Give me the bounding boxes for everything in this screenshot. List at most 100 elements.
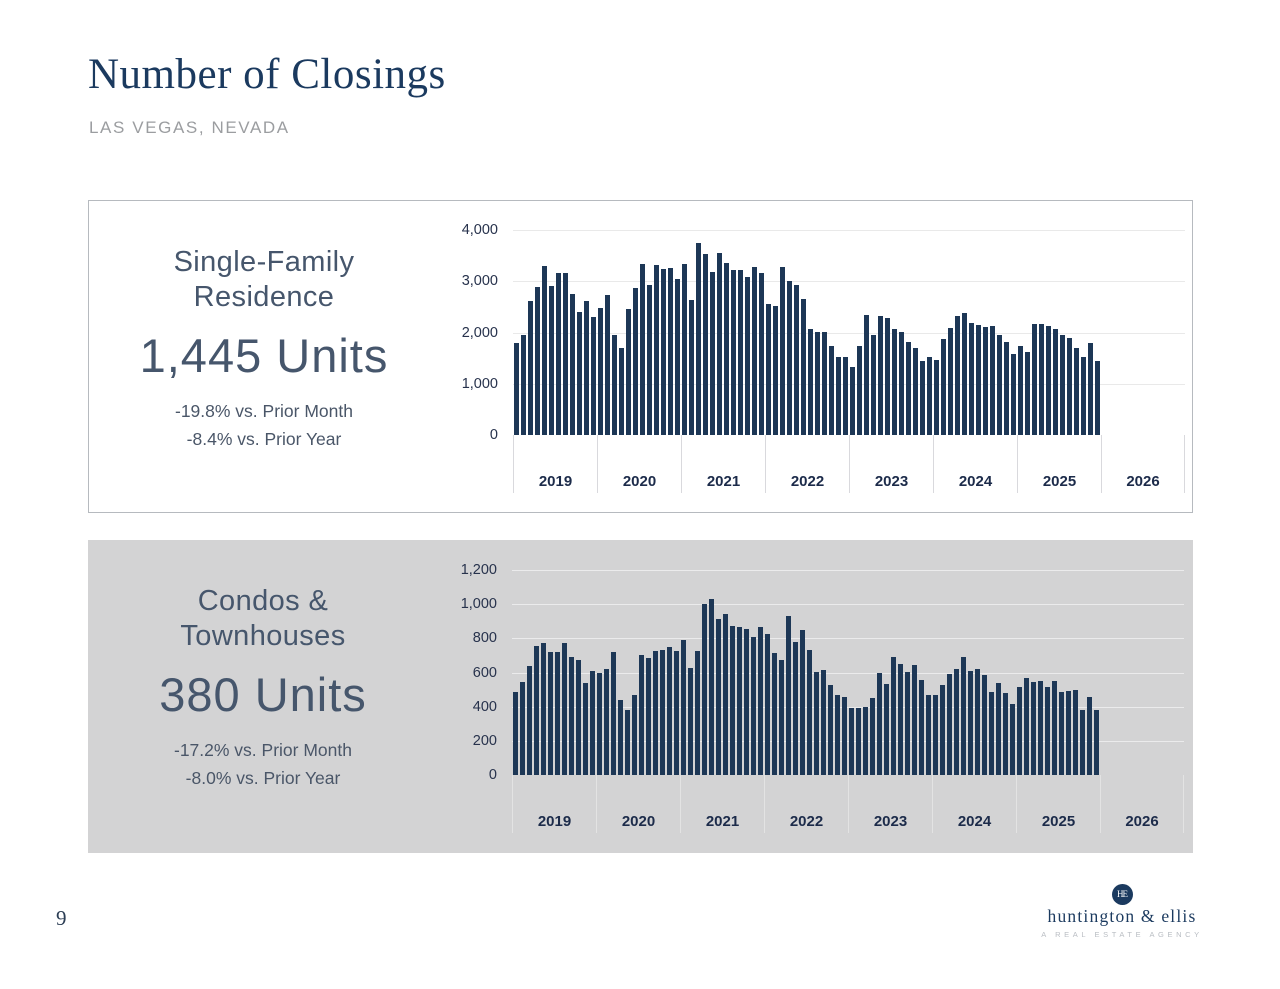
condos-townhouses-panel: Condos & Townhouses 380 Units -17.2% vs.… [88,540,1193,853]
bar [954,669,959,775]
x-year-label: 2024 [933,435,1017,493]
y-tick-label: 1,000 [460,596,497,613]
x-year-label: 2020 [596,775,680,833]
bar [639,655,644,775]
bar [920,361,925,435]
bar [941,339,946,435]
bar [514,343,519,435]
bar [836,357,841,435]
bar [871,335,876,435]
bar [948,328,953,435]
bar [703,254,708,435]
bar [1074,348,1079,435]
bar [1024,678,1029,775]
bar [555,652,560,775]
bar [864,315,869,435]
bar [1052,681,1057,775]
bar [899,332,904,435]
segment-title: Condos & Townhouses [98,584,428,654]
condos-townhouses-year-axis: 2019 2020 2021 2022 2023 2024 2025 2026 [512,775,1184,833]
bar [885,318,890,435]
bar [640,264,645,435]
bar [520,682,525,775]
bar [828,685,833,775]
bar [584,301,589,435]
bar [815,332,820,435]
bar [1046,326,1051,435]
bar [709,599,714,775]
bar [962,313,967,435]
units-value: 380 Units [159,668,367,721]
single-family-panel: Single-Family Residence 1,445 Units -19.… [88,200,1193,513]
bar [1017,687,1022,775]
bar [912,665,917,775]
bar [1010,704,1015,775]
bar [1053,329,1058,435]
bar [801,299,806,435]
bar [619,348,624,435]
bar [612,335,617,435]
bar [1011,354,1016,435]
y-tick-label: 0 [488,767,497,783]
bar [604,669,609,775]
gridline [513,281,1185,283]
vs-prior-year: -8.0% vs. Prior Year [185,767,341,788]
bar [989,692,994,775]
bar [877,673,882,775]
bar [759,273,764,435]
bar [884,684,889,775]
bar [758,627,763,775]
bar [668,268,673,435]
bar [632,695,637,775]
bar [597,673,602,775]
bar [1080,710,1085,775]
bar [870,698,875,775]
bar [1060,335,1065,435]
vs-prior-year: -8.4% vs. Prior Year [186,428,342,449]
bar [969,323,974,435]
bar [843,357,848,435]
bar [940,685,945,775]
bar [653,651,658,775]
logo-monogram-icon: HE [1111,884,1133,905]
bar [716,619,721,775]
y-tick-label: 4,000 [461,222,498,238]
bar [990,326,995,435]
logo-wordmark: huntington & ellis [1047,906,1197,926]
bar [513,692,518,775]
bar [556,273,561,435]
bar [647,285,652,435]
bar [955,316,960,435]
bar [576,660,581,775]
single-family-chart: 0 1,000 2,000 3,000 4,000 2019 2020 2021 2022 20… [462,222,1185,493]
bar [570,294,575,435]
x-year-label: 2022 [765,435,849,493]
bar [976,325,981,435]
bar [646,658,651,775]
bar [675,279,680,435]
bar [997,335,1002,435]
bar [633,288,638,435]
bar [1031,682,1036,775]
bar [913,348,918,435]
segment-title-line1: Single-Family [173,246,355,278]
bar [731,270,736,435]
bar [1081,357,1086,435]
y-tick-label: 800 [472,630,497,647]
bar [1073,690,1078,775]
x-year-label: 2025 [1016,775,1100,833]
y-tick-label: 200 [472,732,497,749]
bar [724,263,729,435]
bar [542,266,547,435]
bar [611,652,616,775]
condos-townhouses-chart: 0 200 400 600 800 1,000 1,200 2019 2020 2021 2022… [461,562,1184,833]
y-tick-label: 1,200 [460,562,497,578]
bar [926,695,931,775]
bar [744,629,749,775]
bar [947,674,952,775]
bar [975,669,980,775]
x-year-label: 2021 [680,775,764,833]
bar [626,309,631,435]
units-value: 1,445 Units [139,329,389,382]
bar [681,640,686,775]
